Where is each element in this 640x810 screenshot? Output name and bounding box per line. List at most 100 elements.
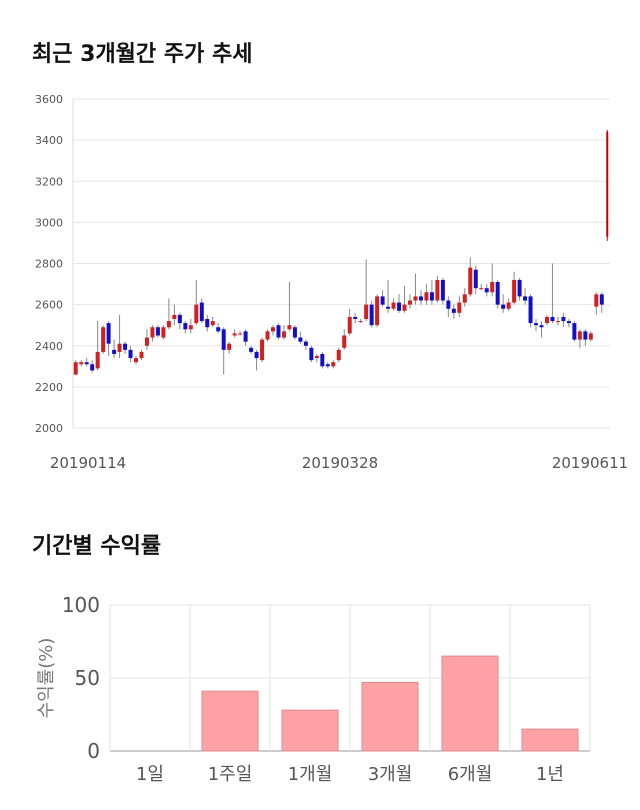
- price-candle-body: [271, 327, 276, 332]
- price-candle-body: [216, 327, 221, 332]
- price-candle-body: [594, 294, 599, 307]
- return-bar: [361, 681, 419, 752]
- price-candle-body: [260, 339, 265, 361]
- price-candle-body: [572, 323, 577, 340]
- price-candle-body: [128, 349, 133, 359]
- price-candle-body: [199, 302, 204, 322]
- return-x-tick: 1일: [136, 764, 164, 785]
- price-candle-body: [95, 351, 100, 369]
- price-candle-body: [347, 316, 352, 334]
- price-candle-body: [501, 304, 506, 309]
- price-candle-body: [375, 296, 380, 326]
- price-candle-body: [353, 316, 358, 320]
- price-candle-body: [555, 321, 560, 323]
- price-candle-body: [490, 282, 495, 293]
- price-candle-body: [232, 333, 237, 336]
- price-x-tick: 20190328: [302, 454, 378, 472]
- price-candle-body: [534, 323, 539, 326]
- price-candle-body: [150, 327, 155, 338]
- price-candle-body: [166, 321, 171, 328]
- price-candle-body: [566, 321, 571, 324]
- price-candle-body: [435, 279, 440, 301]
- price-candle-body: [325, 364, 330, 367]
- price-candle-body: [155, 327, 160, 336]
- price-trend-title: 최근 3개월간 주가 추세: [32, 42, 253, 67]
- price-y-tick: 2600: [35, 299, 63, 312]
- price-candlestick-chart: 2000 2200 2400 2600 2800 3000 3200 3400 3600 201…: [35, 93, 628, 472]
- price-candle-body: [298, 337, 303, 342]
- price-candle-body: [386, 306, 391, 309]
- price-candle-body: [249, 347, 254, 352]
- price-candle-body: [440, 279, 445, 301]
- return-x-tick: 3개월: [368, 764, 413, 785]
- price-candle-body: [117, 343, 122, 352]
- price-y-tick: 2200: [35, 381, 63, 394]
- price-candle-body: [183, 323, 188, 330]
- price-y-tick: 2800: [35, 258, 63, 271]
- return-y-tick: 0: [87, 739, 100, 763]
- price-candle-body: [544, 316, 549, 324]
- price-candle-body: [73, 362, 78, 375]
- price-candle-body: [314, 356, 319, 359]
- price-candle-body: [599, 294, 604, 305]
- return-bar: [201, 690, 259, 752]
- price-candle-body: [550, 316, 555, 322]
- period-return-title: 기간별 수익률: [32, 534, 162, 559]
- price-candle-body: [177, 314, 182, 324]
- price-candle-body: [101, 327, 106, 352]
- return-x-tick: 1개월: [288, 764, 333, 785]
- price-candle-body: [227, 343, 232, 350]
- price-candle-body: [577, 331, 582, 340]
- return-bar: [281, 709, 339, 752]
- price-candle-body: [358, 321, 363, 323]
- return-y-tick: 100: [62, 593, 100, 617]
- price-candle-body: [210, 321, 215, 326]
- price-candle-body: [484, 288, 489, 293]
- price-candle-body: [238, 333, 243, 335]
- price-candle-body: [473, 269, 478, 289]
- price-candle-body: [506, 302, 511, 309]
- price-candle-body: [397, 302, 402, 311]
- return-grid: [109, 604, 591, 752]
- price-candle-body: [309, 347, 314, 361]
- price-candle-body: [254, 351, 259, 359]
- price-candle-body: [134, 358, 139, 363]
- price-candle-body: [112, 349, 117, 354]
- price-candle-body: [342, 335, 347, 348]
- price-candle-body: [243, 331, 248, 342]
- price-y-tick: 2400: [35, 340, 63, 353]
- price-x-tick: 20190611: [552, 454, 628, 472]
- price-candle-body: [287, 325, 292, 330]
- price-candle-body: [413, 296, 418, 301]
- price-candle-body: [424, 292, 429, 301]
- price-candle-body: [528, 296, 533, 324]
- price-candle-body: [303, 341, 308, 346]
- price-candle-body: [402, 304, 407, 311]
- price-candle-body: [517, 279, 522, 297]
- price-x-tick-labels: 20190114 20190328 20190611: [50, 454, 628, 472]
- price-candles: [73, 129, 609, 376]
- price-candle-body: [276, 325, 281, 338]
- price-y-tick-labels: 2000 2200 2400 2600 2800 3000 3200 3400 3600: [35, 93, 63, 435]
- return-x-tick: 1년: [536, 764, 564, 785]
- price-candle-body: [462, 294, 467, 303]
- price-x-tick: 20190114: [50, 454, 126, 472]
- return-bars: [201, 655, 579, 752]
- price-candle-body: [561, 316, 566, 322]
- return-bar: [441, 655, 499, 752]
- price-candle-body: [479, 288, 484, 290]
- price-candle-body: [292, 327, 297, 338]
- price-candle-body: [418, 296, 423, 301]
- return-bar: [521, 728, 579, 752]
- price-candle-body: [161, 327, 166, 338]
- price-grid: [72, 98, 610, 429]
- price-candle-body: [281, 331, 286, 338]
- price-candle-body: [144, 337, 149, 346]
- price-candle-body: [429, 292, 434, 301]
- price-candle-body: [606, 131, 609, 237]
- price-candle-body: [391, 302, 396, 309]
- price-y-tick: 2000: [35, 422, 63, 435]
- price-y-tick: 3600: [35, 93, 63, 106]
- price-candle-body: [139, 351, 144, 359]
